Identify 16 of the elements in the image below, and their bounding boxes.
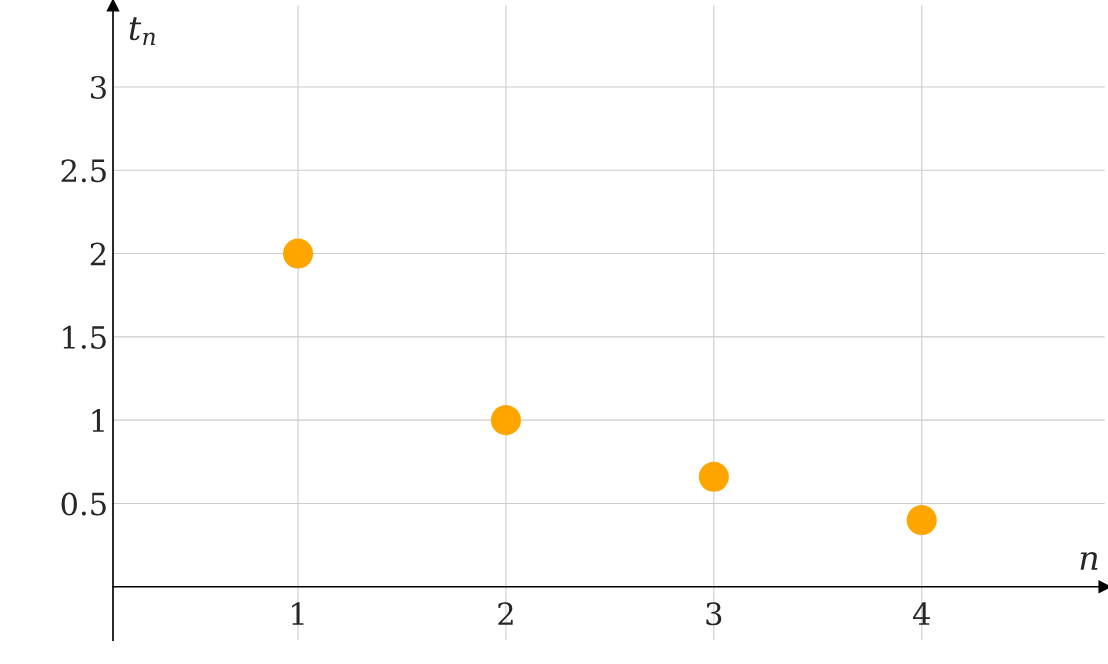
x-tick-label: 4 bbox=[912, 602, 930, 625]
y-tick-label: 2 bbox=[90, 242, 106, 266]
point bbox=[282, 238, 314, 269]
y-tick-label: 0.5 bbox=[61, 492, 106, 516]
point bbox=[698, 461, 729, 492]
x-tick-label: 3 bbox=[706, 602, 722, 626]
x-axis-title: n bbox=[1080, 551, 1098, 570]
x-tick-label: 2 bbox=[498, 602, 513, 625]
y-axis-title: t$_{n}$ bbox=[129, 17, 155, 46]
y-tick-label: 3 bbox=[91, 75, 106, 99]
y-tick-label: 1.5 bbox=[63, 325, 106, 349]
x-tick-label: 1 bbox=[292, 602, 304, 625]
y-tick-label: 1 bbox=[92, 409, 104, 432]
point bbox=[906, 505, 937, 536]
y-tick-label: 2.5 bbox=[61, 159, 106, 183]
point bbox=[490, 405, 521, 436]
